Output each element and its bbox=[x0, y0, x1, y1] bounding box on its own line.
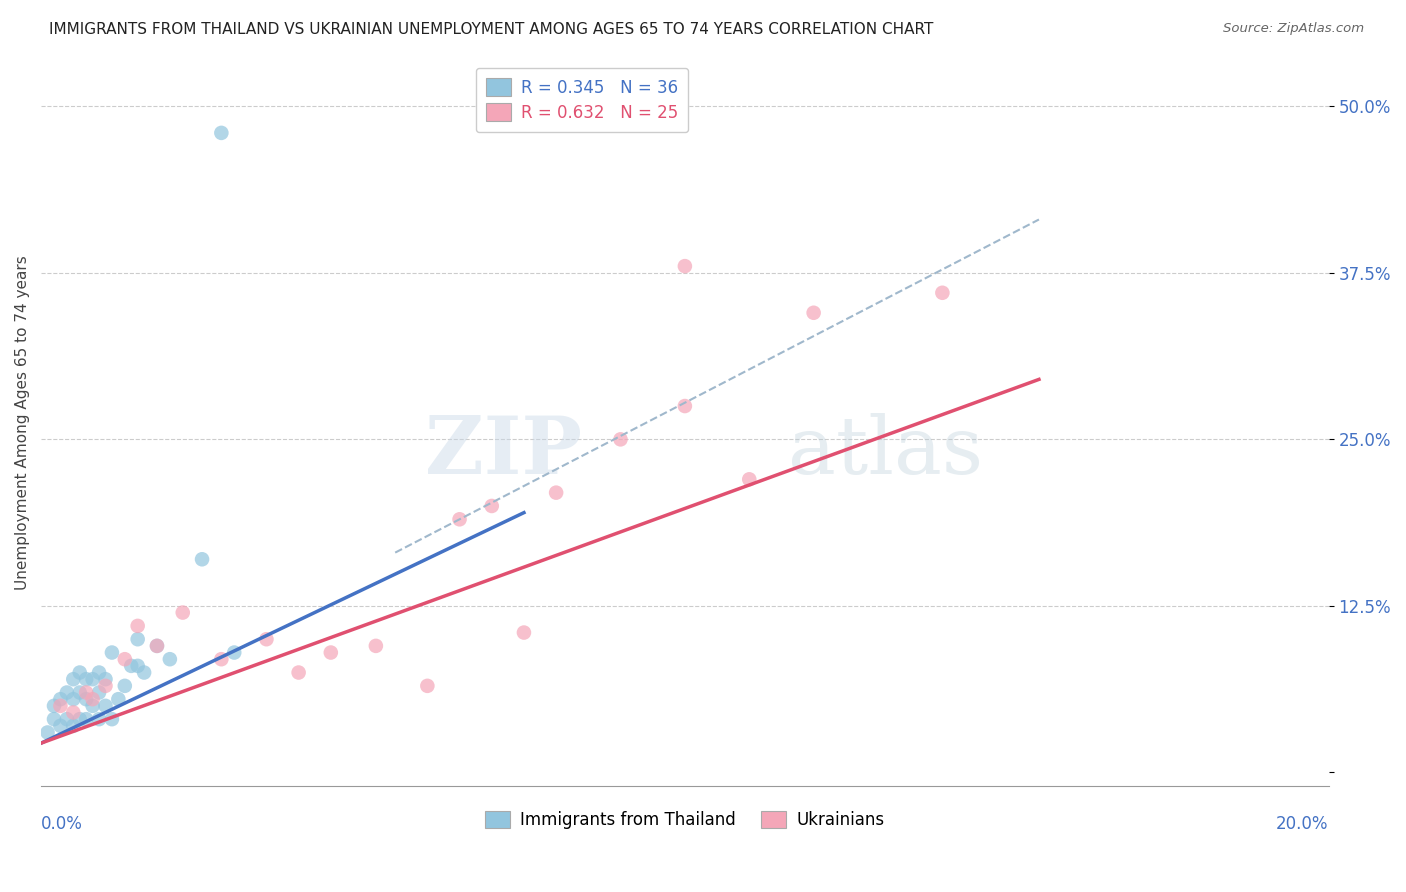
Point bbox=[132, 665, 155, 680]
Point bbox=[82, 698, 104, 713]
Point bbox=[127, 619, 149, 633]
Point bbox=[319, 646, 342, 660]
Point bbox=[101, 646, 124, 660]
Point bbox=[209, 652, 232, 666]
Point bbox=[159, 652, 181, 666]
Point bbox=[546, 485, 568, 500]
Point bbox=[449, 512, 471, 526]
Point bbox=[609, 433, 631, 447]
Point bbox=[94, 679, 117, 693]
Text: atlas: atlas bbox=[787, 413, 983, 491]
Point bbox=[738, 472, 761, 486]
Point bbox=[42, 712, 65, 726]
Point bbox=[673, 259, 696, 273]
Point bbox=[69, 665, 91, 680]
Point bbox=[75, 685, 97, 699]
Point bbox=[94, 672, 117, 686]
Point bbox=[127, 658, 149, 673]
Text: 0.0%: 0.0% bbox=[41, 814, 83, 833]
Point bbox=[120, 658, 142, 673]
Point bbox=[87, 685, 110, 699]
Point bbox=[49, 719, 72, 733]
Point bbox=[127, 632, 149, 647]
Legend: Immigrants from Thailand, Ukrainians: Immigrants from Thailand, Ukrainians bbox=[479, 804, 891, 836]
Point bbox=[364, 639, 387, 653]
Point bbox=[69, 712, 91, 726]
Y-axis label: Unemployment Among Ages 65 to 74 years: Unemployment Among Ages 65 to 74 years bbox=[15, 255, 30, 591]
Point bbox=[62, 672, 84, 686]
Point bbox=[481, 499, 503, 513]
Point bbox=[62, 706, 84, 720]
Point bbox=[101, 712, 124, 726]
Point bbox=[69, 685, 91, 699]
Point bbox=[146, 639, 169, 653]
Point bbox=[87, 712, 110, 726]
Point bbox=[114, 679, 136, 693]
Point bbox=[287, 665, 309, 680]
Point bbox=[191, 552, 214, 566]
Text: IMMIGRANTS FROM THAILAND VS UKRAINIAN UNEMPLOYMENT AMONG AGES 65 TO 74 YEARS COR: IMMIGRANTS FROM THAILAND VS UKRAINIAN UN… bbox=[49, 22, 934, 37]
Point bbox=[37, 725, 59, 739]
Point bbox=[82, 692, 104, 706]
Point bbox=[49, 698, 72, 713]
Point bbox=[49, 692, 72, 706]
Point bbox=[62, 692, 84, 706]
Point bbox=[146, 639, 169, 653]
Point bbox=[94, 698, 117, 713]
Point bbox=[56, 712, 79, 726]
Point bbox=[87, 665, 110, 680]
Point bbox=[75, 692, 97, 706]
Point bbox=[82, 672, 104, 686]
Point bbox=[42, 698, 65, 713]
Point bbox=[107, 692, 129, 706]
Point bbox=[114, 652, 136, 666]
Point bbox=[56, 685, 79, 699]
Point bbox=[224, 646, 246, 660]
Point bbox=[803, 306, 825, 320]
Point bbox=[62, 719, 84, 733]
Point bbox=[513, 625, 536, 640]
Text: 20.0%: 20.0% bbox=[1277, 814, 1329, 833]
Point bbox=[931, 285, 953, 300]
Point bbox=[209, 126, 232, 140]
Text: ZIP: ZIP bbox=[425, 413, 582, 491]
Point bbox=[172, 606, 194, 620]
Text: Source: ZipAtlas.com: Source: ZipAtlas.com bbox=[1223, 22, 1364, 36]
Point bbox=[673, 399, 696, 413]
Point bbox=[75, 712, 97, 726]
Point bbox=[416, 679, 439, 693]
Point bbox=[254, 632, 277, 647]
Point bbox=[75, 672, 97, 686]
